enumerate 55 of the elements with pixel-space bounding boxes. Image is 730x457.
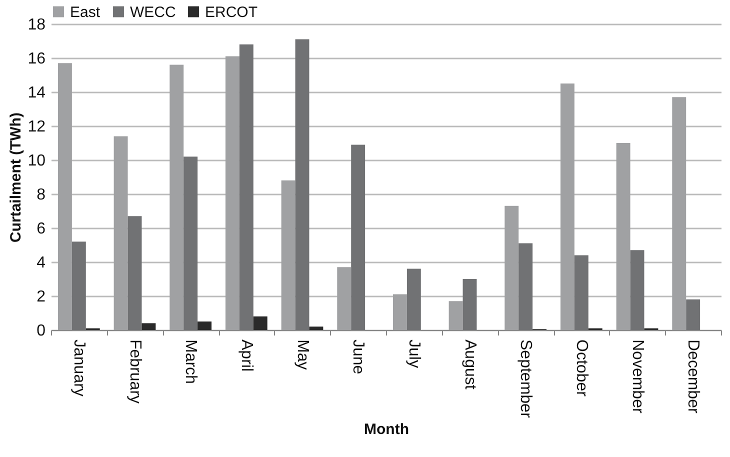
bar <box>560 84 574 330</box>
legend-label: WECC <box>130 4 176 21</box>
x-axis-title: Month <box>364 420 409 438</box>
bar <box>198 322 212 330</box>
y-tick-label: 16 <box>28 50 46 68</box>
bar <box>351 144 366 330</box>
bar <box>337 267 352 330</box>
bar <box>142 323 156 330</box>
y-tick-label: 12 <box>28 118 46 136</box>
bar <box>58 63 72 330</box>
y-axis-title: Curtailment (TWh) <box>8 112 25 242</box>
y-tick-label: 14 <box>28 84 46 102</box>
x-tick-label: October <box>572 340 590 398</box>
bar <box>72 242 86 330</box>
bar <box>239 44 254 330</box>
bar <box>392 294 407 330</box>
bar <box>281 180 296 330</box>
bar <box>462 279 477 330</box>
x-tick-label: September <box>517 340 534 418</box>
legend-label: ERCOT <box>205 4 258 21</box>
x-tick-label: July <box>405 340 422 368</box>
x-tick-label: June <box>350 340 367 374</box>
bar <box>184 156 198 330</box>
bar <box>672 97 686 330</box>
x-tick-label: December <box>684 340 702 414</box>
x-tick-label: January <box>70 340 88 396</box>
bar <box>225 56 240 330</box>
bar <box>170 64 184 330</box>
y-tick-label: 2 <box>36 288 46 306</box>
y-tick-label: 6 <box>36 220 46 238</box>
bar <box>448 301 463 330</box>
bar <box>616 143 630 330</box>
bar <box>309 326 324 330</box>
legend-label: East <box>70 4 101 21</box>
bar <box>128 216 142 330</box>
bar <box>630 250 644 330</box>
bar <box>114 136 128 330</box>
y-tick-label: 8 <box>36 186 46 204</box>
x-tick-label: November <box>628 340 646 414</box>
bar <box>253 316 268 330</box>
x-tick-label: March <box>182 340 200 384</box>
bar <box>518 243 533 330</box>
y-tick-label: 0 <box>36 322 46 340</box>
bar <box>295 39 310 330</box>
x-tick-label: August <box>461 340 478 390</box>
bar <box>574 255 588 330</box>
y-tick-label: 18 <box>28 16 46 34</box>
x-tick-label: May <box>294 340 311 370</box>
y-tick-label: 4 <box>36 254 46 272</box>
bar <box>406 268 421 330</box>
x-tick-label: February <box>126 340 144 404</box>
bar <box>504 206 519 330</box>
bar <box>686 299 700 330</box>
y-tick-label: 10 <box>28 152 46 170</box>
x-tick-label: April <box>238 340 255 372</box>
